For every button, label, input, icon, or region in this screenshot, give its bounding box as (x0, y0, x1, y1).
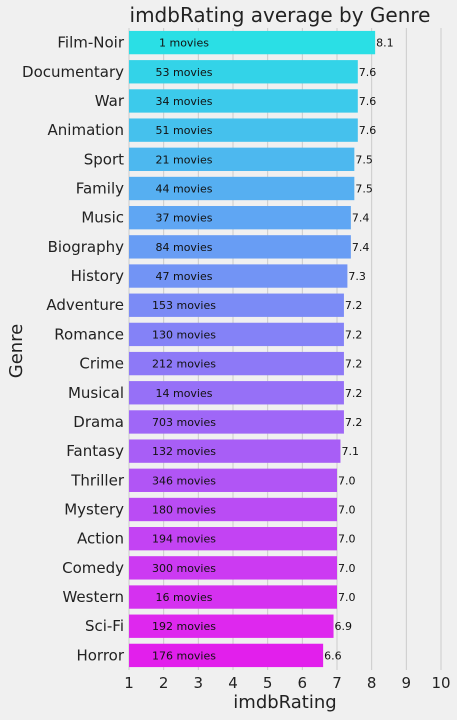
x-tick-label: 2 (159, 674, 169, 692)
bar-value-label: 7.5 (355, 153, 373, 166)
bar-value-label: 7.6 (359, 124, 377, 137)
bar-count-label: 194 movies (152, 533, 216, 546)
x-tick-label: 4 (228, 674, 238, 692)
bar-count-label: 84 movies (155, 241, 212, 254)
bar-value-label: 7.4 (352, 212, 370, 225)
bar-value-label: 7.3 (348, 270, 366, 283)
bar-value-label: 7.2 (345, 387, 363, 400)
y-tick-label: Western (62, 588, 124, 606)
bar-count-label: 153 movies (152, 299, 216, 312)
bar-value-label: 7.4 (352, 241, 370, 254)
y-tick-label: War (95, 92, 125, 110)
bar-count-label: 1 movies (159, 37, 209, 50)
y-tick-label: Thriller (70, 471, 125, 489)
bar-count-label: 346 movies (152, 474, 216, 487)
x-tick-label: 10 (431, 674, 450, 692)
x-tick-label: 7 (332, 674, 342, 692)
bar-count-label: 300 movies (152, 562, 216, 575)
bar-count-label: 132 movies (152, 445, 216, 458)
bar-value-label: 6.9 (335, 620, 353, 633)
y-tick-label: Drama (73, 413, 124, 431)
y-tick-label: Documentary (22, 63, 124, 81)
y-tick-label: Biography (48, 238, 125, 256)
y-tick-label: Animation (48, 121, 124, 139)
bar-count-label: 51 movies (155, 124, 212, 137)
bar-count-label: 44 movies (155, 183, 212, 196)
bar-value-label: 7.0 (338, 474, 356, 487)
x-tick-labels: 1 2 3 4 5 6 7 8 9 10 (124, 674, 450, 692)
bar-value-label: 7.5 (355, 183, 373, 196)
x-tick-label: 5 (263, 674, 273, 692)
y-tick-label: Fantasy (66, 442, 124, 460)
bar-count-label: 34 movies (155, 95, 212, 108)
bar-value-label: 6.6 (324, 649, 342, 662)
bar-count-label: 703 movies (152, 416, 216, 429)
bar-count-label: 47 movies (155, 270, 212, 283)
chart-title: imdbRating average by Genre (130, 3, 431, 27)
bar-count-label: 130 movies (152, 328, 216, 341)
y-tick-label: Musical (68, 384, 124, 402)
y-tick-labels: Film-Noir Documentary War Animation Sport Fam… (22, 34, 125, 665)
bar-value-label: 7.2 (345, 328, 363, 341)
y-tick-label: Sport (84, 150, 124, 168)
x-tick-label: 3 (194, 674, 204, 692)
bar-value-label: 7.6 (359, 66, 377, 79)
bar-value-label: 7.2 (345, 299, 363, 312)
bar-count-label: 16 movies (155, 591, 212, 604)
y-tick-label: Adventure (46, 296, 124, 314)
x-tick-label: 1 (124, 674, 134, 692)
bar-count-label: 176 movies (152, 649, 216, 662)
y-tick-label: Mystery (64, 501, 124, 519)
y-tick-label: Comedy (62, 559, 124, 577)
bar-value-label: 7.0 (338, 562, 356, 575)
x-axis-label: imdbRating (233, 692, 336, 713)
x-tick-label: 8 (367, 674, 377, 692)
y-axis-label: Genre (6, 324, 27, 379)
bar-count-label: 192 movies (152, 620, 216, 633)
x-tick-label: 9 (402, 674, 412, 692)
bar-value-label: 7.1 (341, 445, 359, 458)
bar-count-label: 14 movies (155, 387, 212, 400)
y-tick-label: Music (81, 209, 124, 227)
x-tick-label: 6 (298, 674, 308, 692)
bar-value-label: 7.2 (345, 416, 363, 429)
y-tick-label: Crime (79, 355, 124, 373)
bar-count-label: 37 movies (155, 212, 212, 225)
bar-count-label: 53 movies (155, 66, 212, 79)
bar-value-label: 7.6 (359, 95, 377, 108)
y-tick-label: Sci-Fi (85, 617, 124, 635)
y-tick-label: Horror (76, 646, 124, 664)
bar-value-label: 7.0 (338, 591, 356, 604)
bar-count-label: 212 movies (152, 358, 216, 371)
bar-value-label: 8.1 (376, 37, 394, 50)
bar-count-label: 180 movies (152, 504, 216, 517)
bar-value-label: 7.0 (338, 504, 356, 517)
y-tick-label: Action (77, 530, 124, 548)
y-tick-label: Romance (54, 325, 124, 343)
y-tick-label: History (71, 267, 124, 285)
bar-count-label: 21 movies (155, 153, 212, 166)
y-tick-label: Film-Noir (57, 34, 124, 52)
bar-value-label: 7.0 (338, 533, 356, 546)
y-tick-label: Family (76, 180, 124, 198)
bar-value-label: 7.2 (345, 358, 363, 371)
